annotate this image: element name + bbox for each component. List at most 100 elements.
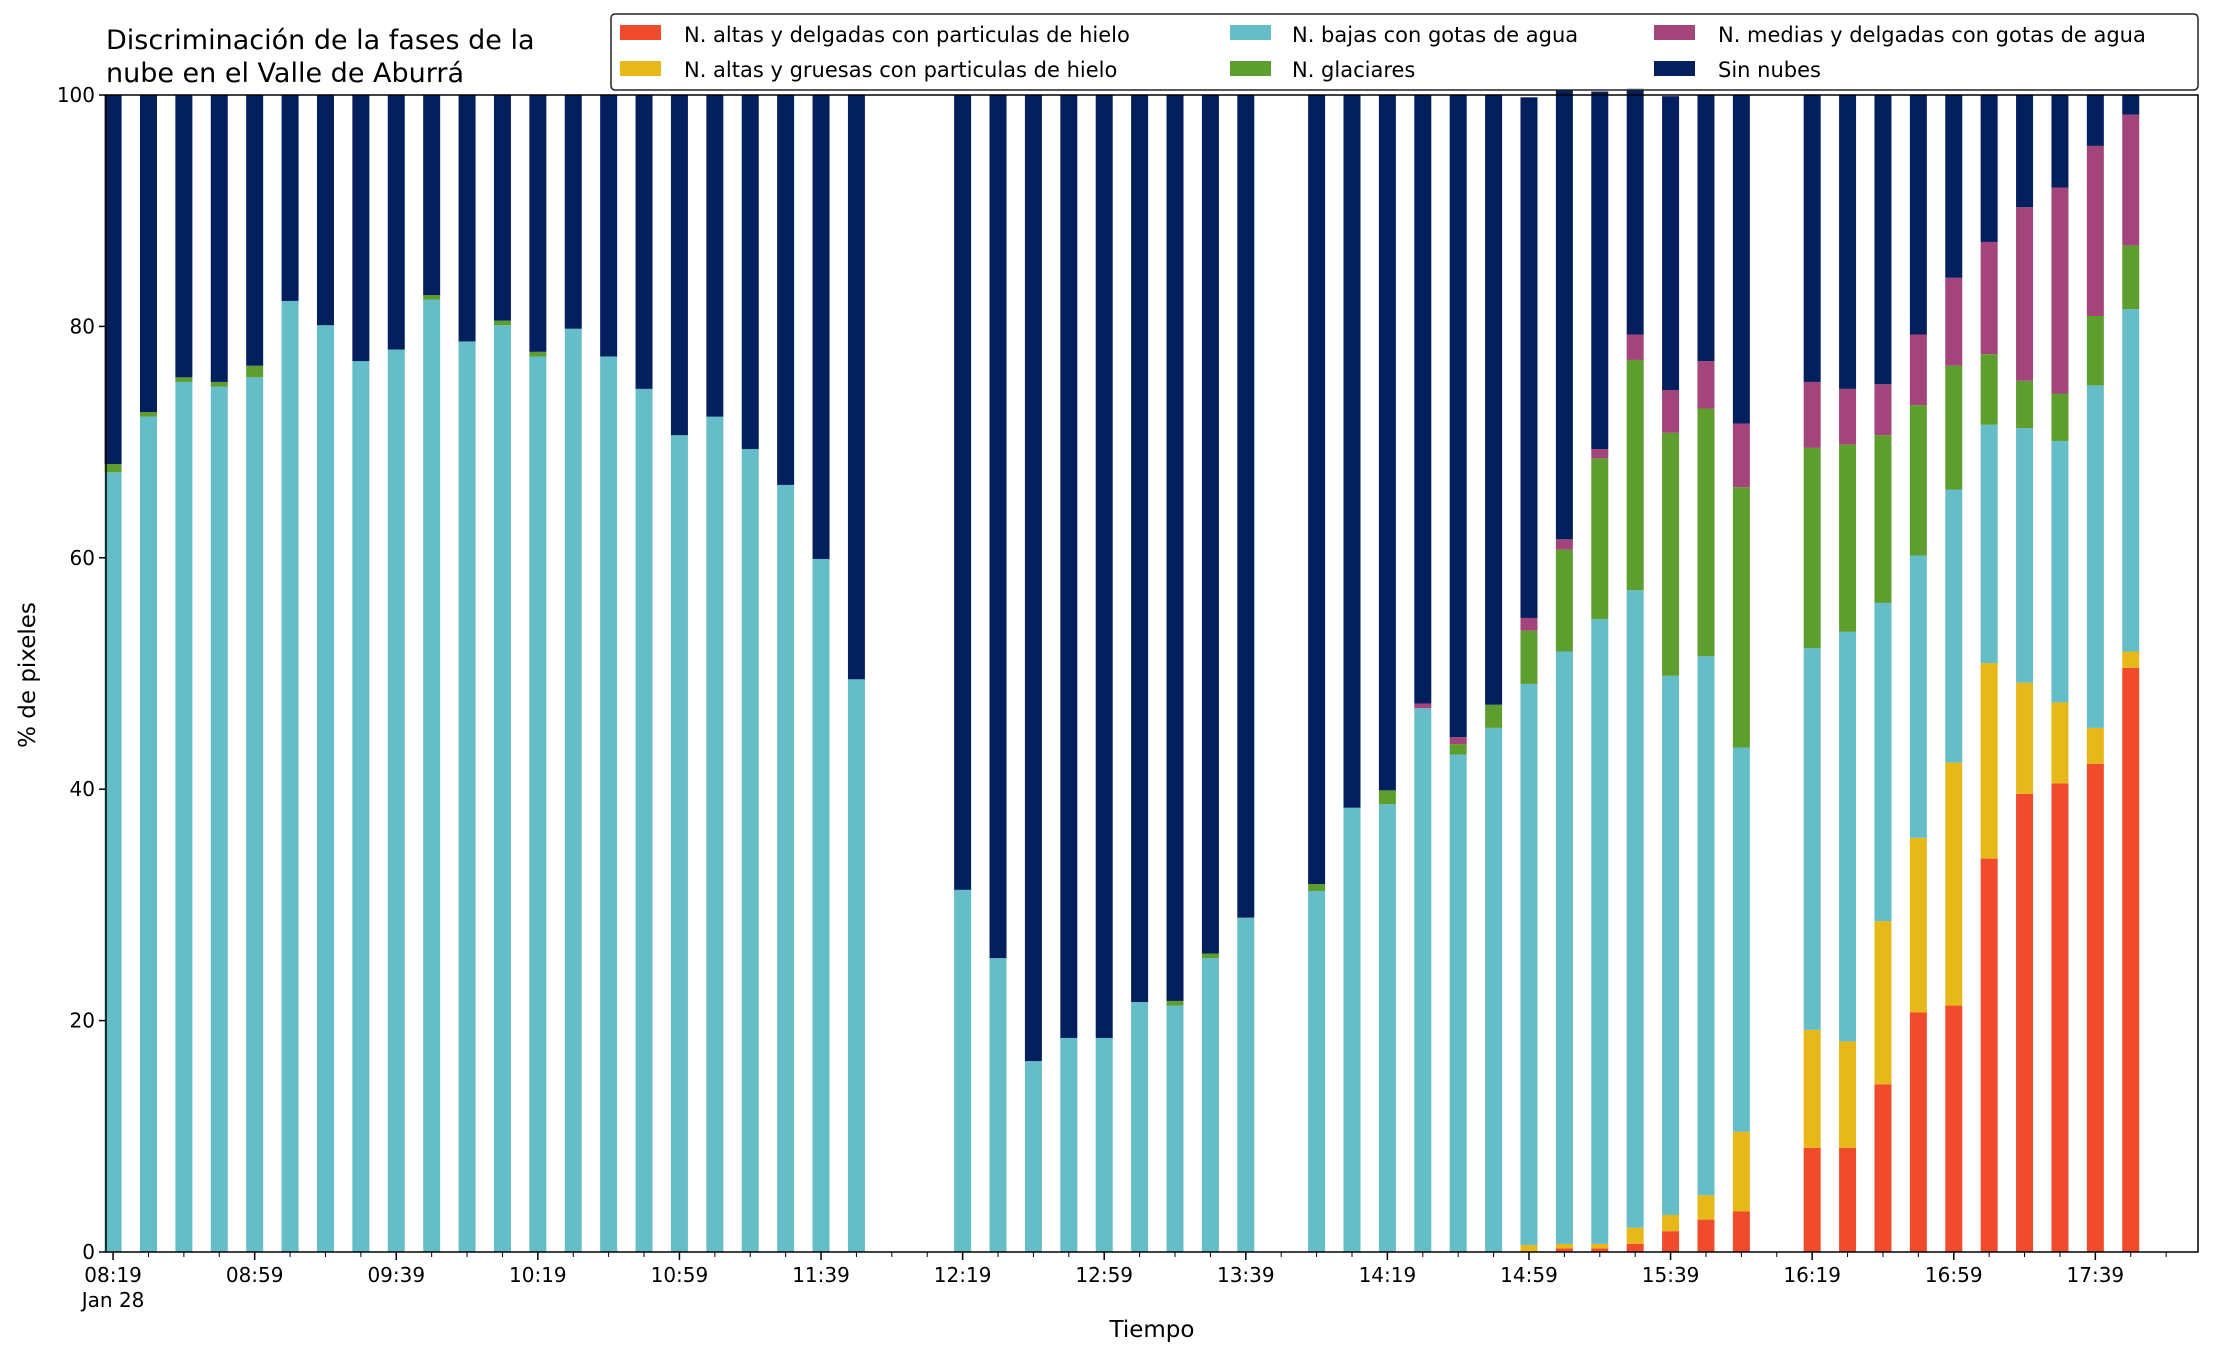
bar-segment-5-0 [104, 95, 122, 465]
bar-segment-5-19 [777, 95, 795, 485]
bar-segment-2-19 [777, 484, 795, 1252]
x-tick-label-0: 08:19 [84, 1263, 142, 1287]
bar-segment-1-42 [1591, 1243, 1609, 1249]
bar-segment-2-32 [1237, 917, 1255, 1252]
bar-segment-5-30 [1166, 95, 1184, 1001]
bar-segment-3-4 [246, 365, 264, 378]
bar-segment-2-1 [139, 416, 157, 1252]
bar-segment-2-2 [175, 381, 193, 1252]
bar-segment-2-24 [954, 889, 972, 1252]
bar-segment-3-53 [1980, 354, 1998, 425]
bar-segment-3-51 [1909, 405, 1927, 556]
x-tick-label-13: 16:59 [1925, 1263, 1983, 1287]
legend-label-altas-delgadas: N. altas y delgadas con particulas de hi… [684, 23, 1130, 47]
bar-segment-5-12 [529, 95, 547, 352]
bar-segment-2-12 [529, 356, 547, 1253]
bar-segment-0-46 [1732, 1211, 1750, 1252]
bar-segment-3-43 [1626, 359, 1644, 591]
y-tick-label-80: 80 [70, 314, 95, 338]
bar-segment-2-15 [635, 388, 653, 1252]
bar-segment-5-43 [1626, 88, 1644, 335]
bar-segment-5-48 [1803, 95, 1821, 382]
bar-segment-4-44 [1662, 390, 1680, 433]
bar-segment-5-54 [2016, 95, 2034, 208]
bar-segment-5-52 [1945, 95, 1963, 278]
bar-segment-4-51 [1909, 334, 1927, 406]
bar-segment-2-50 [1874, 602, 1892, 922]
bar-segment-2-9 [423, 299, 441, 1252]
x-tick-label-11: 15:39 [1642, 1263, 1700, 1287]
bar-segment-0-44 [1662, 1231, 1680, 1252]
bar-segment-0-50 [1874, 1084, 1892, 1252]
bar-segment-5-36 [1378, 95, 1396, 791]
bar-segment-2-4 [246, 377, 264, 1252]
x-tick-label-9: 14:19 [1359, 1263, 1417, 1287]
bar-segment-3-11 [493, 320, 511, 326]
bar-segment-5-7 [352, 95, 370, 362]
x-tick-label-4: 10:59 [651, 1263, 709, 1287]
x-tick-label-12: 16:19 [1783, 1263, 1841, 1287]
bar-segment-2-5 [281, 300, 299, 1252]
x-tick-label-7: 12:59 [1075, 1263, 1133, 1287]
bar-segment-5-21 [847, 95, 865, 680]
bar-segment-2-0 [104, 472, 122, 1252]
bar-segment-4-55 [2051, 187, 2069, 394]
bar-segment-0-56 [2086, 763, 2104, 1252]
bar-segment-3-39 [1485, 704, 1503, 728]
bar-segment-4-54 [2016, 207, 2034, 381]
bar-segment-2-7 [352, 361, 370, 1252]
bar-segment-4-42 [1591, 449, 1609, 459]
bar-segment-2-30 [1166, 1005, 1184, 1252]
bar-segment-4-40 [1520, 617, 1538, 631]
bar-segment-5-13 [564, 95, 582, 329]
y-tick-label-20: 20 [70, 1009, 95, 1033]
bar-segment-5-14 [600, 95, 618, 357]
bar-segment-3-40 [1520, 630, 1538, 684]
bar-segment-3-44 [1662, 432, 1680, 676]
bar-segment-5-53 [1980, 95, 1998, 242]
x-tick-label-6: 12:19 [934, 1263, 992, 1287]
bar-segment-3-52 [1945, 365, 1963, 490]
bar-segment-4-38 [1449, 737, 1467, 745]
bar-segment-5-50 [1874, 95, 1892, 385]
bar-segment-2-37 [1414, 708, 1432, 1252]
bar-segment-4-37 [1414, 703, 1432, 709]
x-tick-label-1: 08:59 [226, 1263, 284, 1287]
bar-segment-0-49 [1839, 1147, 1857, 1252]
bar-segment-5-15 [635, 95, 653, 389]
bar-segment-5-17 [706, 95, 724, 417]
bar-segment-1-51 [1909, 837, 1927, 1013]
bar-segment-2-14 [600, 356, 618, 1253]
chart-title-line-2: nube en el Valle de Aburrá [106, 58, 464, 89]
plot-frame [105, 94, 2199, 1253]
legend-swatch-altas-delgadas [620, 25, 661, 40]
bar-segment-3-34 [1308, 884, 1326, 892]
bar-segment-1-44 [1662, 1214, 1680, 1232]
bar-segment-1-45 [1697, 1195, 1715, 1220]
bar-segment-5-35 [1343, 95, 1361, 808]
bar-segment-0-55 [2051, 783, 2069, 1252]
bar-segment-4-50 [1874, 384, 1892, 436]
bar-segment-2-28 [1095, 1037, 1113, 1252]
bar-segment-5-34 [1308, 95, 1326, 885]
bar-segment-3-48 [1803, 447, 1821, 649]
bar-segment-3-57 [2122, 245, 2140, 310]
bar-segment-3-30 [1166, 1000, 1184, 1006]
bar-segment-2-39 [1485, 727, 1503, 1252]
bar-segment-2-18 [741, 449, 759, 1252]
bar-segment-2-57 [2122, 309, 2140, 652]
bar-segment-2-49 [1839, 631, 1857, 1042]
bar-segment-1-55 [2051, 702, 2069, 784]
bar-segment-3-38 [1449, 744, 1467, 755]
x-tick-label-2: 09:39 [367, 1263, 425, 1287]
x-tick-label-5: 11:39 [792, 1263, 850, 1287]
legend-swatch-medias [1654, 25, 1695, 40]
legend-label-sin-nubes: Sin nubes [1718, 58, 1821, 82]
bar-segment-5-44 [1662, 96, 1680, 391]
bar-segment-5-5 [281, 95, 299, 301]
bar-segment-2-56 [2086, 385, 2104, 728]
bar-segment-2-48 [1803, 648, 1821, 1030]
bar-segment-4-43 [1626, 334, 1644, 360]
bar-segment-3-46 [1732, 487, 1750, 748]
